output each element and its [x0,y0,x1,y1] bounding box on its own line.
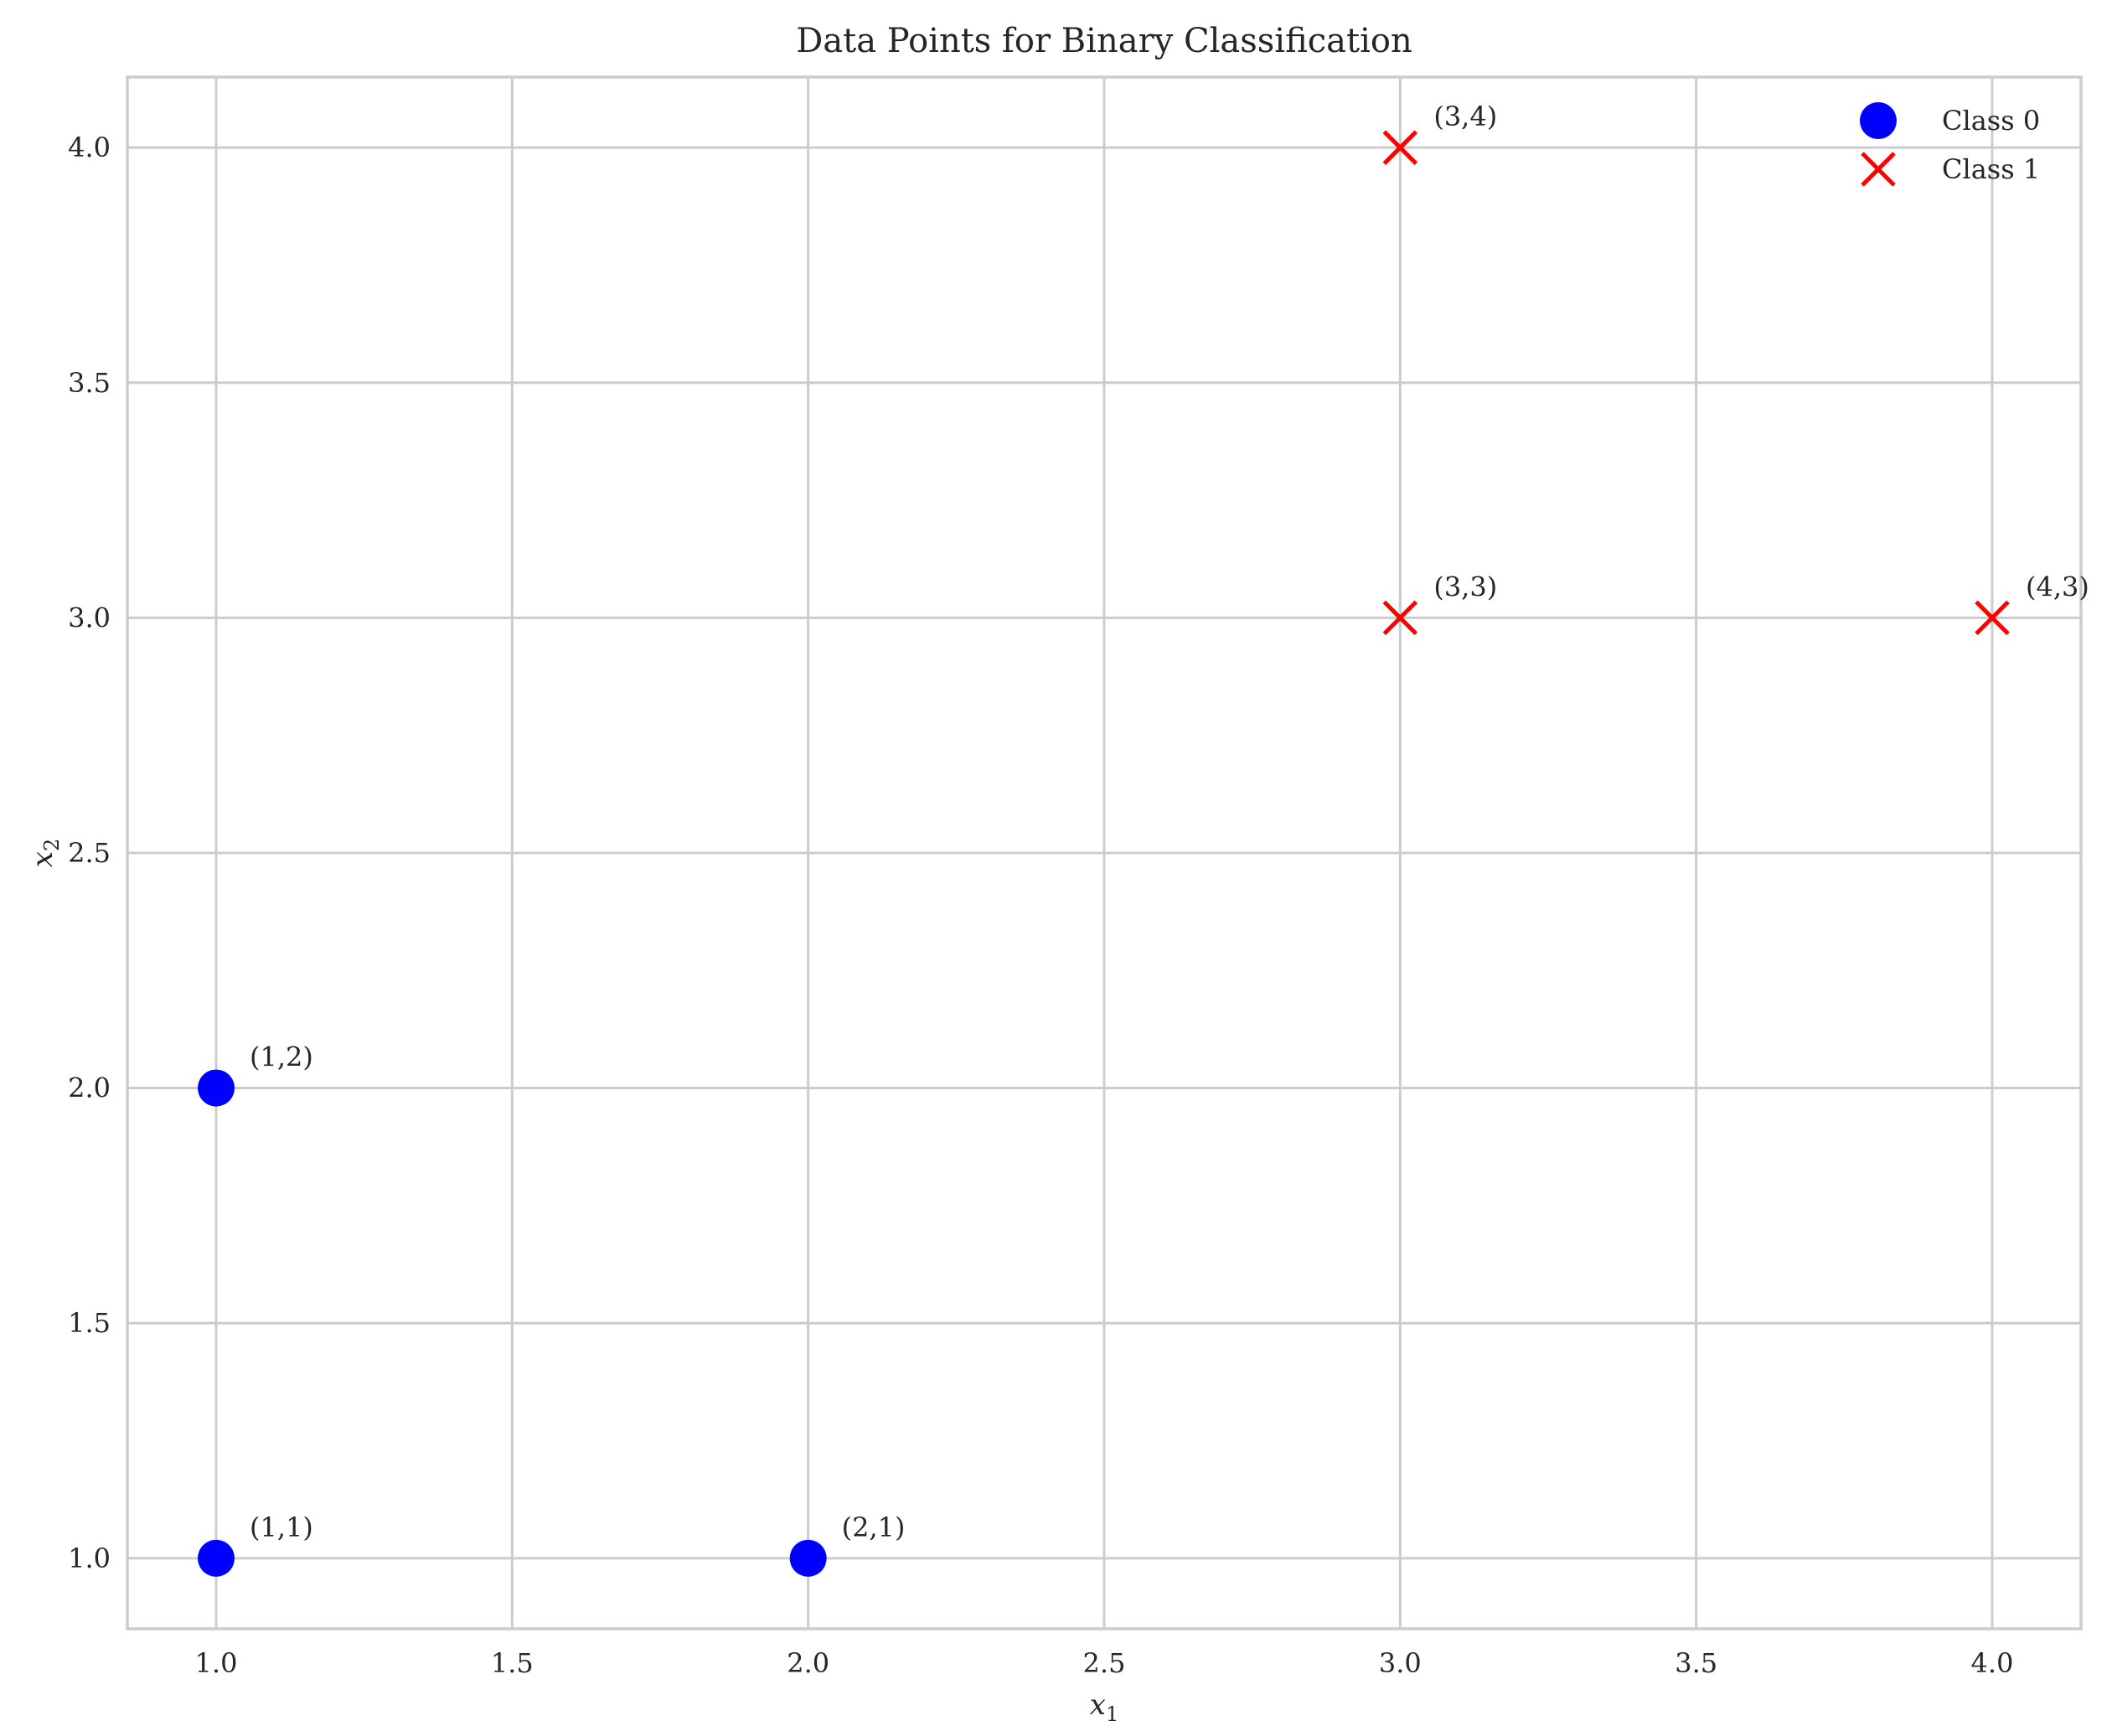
y-tick-label: 1.0 [68,1542,111,1574]
x-tick-labels: 1.0 1.5 2.0 2.5 3.0 3.5 4.0 [195,1647,2014,1679]
y-tick-label: 1.5 [68,1307,111,1339]
class-0-point [198,1069,235,1107]
chart-title: Data Points for Binary Classification [796,22,1412,60]
legend-label: Class 0 [1942,105,2040,137]
point-label: (3,4) [1433,101,1497,132]
x-tick-label: 1.0 [195,1647,238,1679]
x-tick-label: 3.5 [1675,1647,1717,1679]
y-tick-label: 3.5 [68,367,111,399]
data-points: (1,1) (1,2) (2,1) (3,3) (3,4) (4,3) [198,101,2089,1577]
class-1-point [1382,130,1418,165]
x-tick-label: 1.5 [491,1647,534,1679]
y-tick-labels: 1.0 1.5 2.0 2.5 3.0 3.5 4.0 [68,132,111,1574]
class-0-point [789,1539,827,1577]
legend-x-marker [1861,152,1896,187]
y-tick-label: 3.0 [68,602,111,633]
y-tick-label: 2.5 [68,837,111,869]
grid [127,77,2081,1629]
y-tick-label: 4.0 [68,132,111,163]
x-tick-label: 3.0 [1379,1647,1422,1679]
point-label: (3,3) [1433,571,1497,602]
y-axis-label: x2 [26,839,64,867]
x-tick-label: 4.0 [1971,1647,2014,1679]
point-label: (1,2) [250,1041,313,1073]
point-label: (1,1) [250,1511,313,1543]
class-1-point [1382,600,1418,636]
x-axis-label: x1 [1090,1688,1118,1726]
class-0-point [198,1539,235,1577]
point-label: (2,1) [842,1511,906,1543]
y-tick-label: 2.0 [68,1072,111,1104]
legend-label: Class 1 [1942,153,2040,185]
x-tick-label: 2.0 [787,1647,829,1679]
legend: Class 0 Class 1 [1860,102,2040,187]
class-1-point [1975,600,2010,636]
point-label: (4,3) [2026,571,2089,602]
legend-circle-marker [1860,102,1897,139]
plot-frame [126,75,2083,1630]
x-tick-label: 2.5 [1083,1647,1126,1679]
